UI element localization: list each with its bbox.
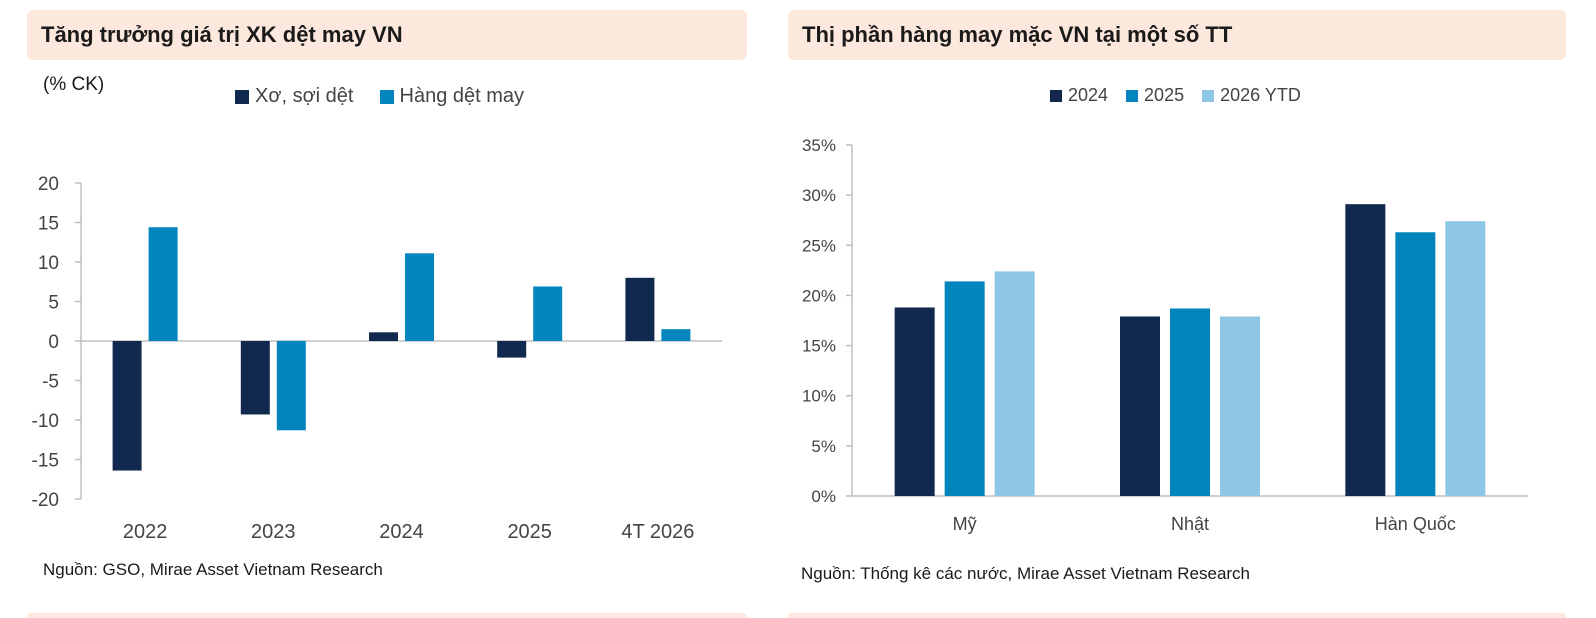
export-growth-legend: Xơ, sợi dệt Hàng dệt may [235,85,550,108]
y-tick-label: -5 [42,372,59,393]
y-tick-label: 35% [802,136,836,155]
y-tick-label: 20% [802,286,836,305]
panel-bottom-strip [788,613,1566,618]
y-tick-label: 25% [802,236,836,255]
legend-label-textile-garment: Hàng dệt may [399,85,525,107]
y-tick-label: 5 [48,293,59,314]
x-tick-label: Mỹ [953,514,977,534]
x-tick-label: Nhật [1171,514,1209,534]
y-tick-label: 15% [802,337,836,356]
export-growth-chart: 20 15 10 5 0 -5 -10 -15 -20 2022 2023 2024 2025 4T 20… [32,174,722,543]
bar-x-s-i-d-t-4t-2026 [625,277,655,341]
bar-h-ng-d-t-may-2025 [533,286,563,341]
market-share-title: Thị phần hàng may mặc VN tại một số TT [788,10,1566,60]
x-tick-label: 2025 [507,521,552,543]
legend-swatch-2024 [1050,89,1062,102]
y-tick-label: 15 [38,214,59,235]
bar-x-s-i-d-t-2023 [240,341,270,415]
bar-2025-m [944,281,985,496]
legend-swatch-textile-garment [379,89,394,104]
legend-item-2025: 2025 [1126,85,1184,106]
bar-h-ng-d-t-may-4t-2026 [661,329,691,341]
bar-2024-m [894,307,935,496]
legend-swatch-fiber-yarn [235,89,249,104]
legend-label-2026-ytd: 2026 YTD [1220,85,1301,105]
bar-2026-ytd-nh-t [1220,316,1260,496]
y-tick-label: 0% [811,487,836,506]
legend-swatch-2026-ytd [1202,89,1215,102]
panel-bottom-strip [27,613,747,618]
bar-h-ng-d-t-may-2024 [405,253,434,341]
bar-x-s-i-d-t-2022 [112,341,142,471]
legend-label-2024: 2024 [1068,85,1109,105]
legend-label-fiber-yarn: Xơ, sợi dệt [255,85,354,107]
y-tick-label: -20 [32,490,59,511]
bar-2024-nh-t [1120,316,1160,496]
export-growth-source: Nguồn: GSO, Mirae Asset Vietnam Research [43,560,383,579]
legend-item-fiber-yarn: Xơ, sợi dệt [235,85,354,108]
legend-swatch-2025 [1126,89,1139,102]
market-share-source: Nguồn: Thống kê các nước, Mirae Asset Vi… [801,564,1251,583]
export-growth-unit: (% CK) [43,74,105,95]
y-tick-label: 0 [48,332,59,353]
y-tick-label: 30% [802,186,836,205]
bar-2026-ytd-m [994,271,1035,496]
bar-h-ng-d-t-may-2022 [148,227,178,341]
x-tick-label: 2024 [379,521,424,543]
bar-x-s-i-d-t-2025 [497,341,527,358]
legend-item-2024: 2024 [1050,85,1108,106]
legend-item-textile-garment: Hàng dệt may [379,85,525,108]
bar-2026-ytd-h-n-qu-c [1445,221,1486,496]
x-tick-label: 4T 2026 [621,521,694,543]
export-growth-title: Tăng trưởng giá trị XK dệt may VN [27,10,747,60]
bar-2024-h-n-qu-c [1345,204,1386,496]
x-tick-label: Hàn Quốc [1375,514,1456,534]
market-share-chart: 35% 30% 25% 20% 15% 10% 5% 0% Mỹ Nhật Hàn Quốc [802,136,1528,534]
y-tick-label: 20 [38,174,59,195]
bar-x-s-i-d-t-2024 [369,332,398,341]
y-tick-label: -15 [32,451,59,472]
market-share-legend: 2024 2025 2026 YTD [1050,85,1319,106]
market-share-panel: Thị phần hàng may mặc VN tại một số TT 2… [780,0,1596,618]
y-tick-label: 10 [38,253,59,274]
bar-h-ng-d-t-may-2023 [276,341,306,431]
y-tick-label: 10% [802,387,836,406]
y-tick-label: -10 [32,411,59,432]
export-growth-panel: Tăng trưởng giá trị XK dệt may VN (% CK)… [0,0,780,618]
legend-label-2025: 2025 [1144,85,1185,105]
x-tick-label: 2022 [123,521,168,543]
bar-2025-h-n-qu-c [1395,232,1436,496]
legend-item-2026-ytd: 2026 YTD [1202,85,1301,106]
x-tick-label: 2023 [251,521,296,543]
bar-2025-nh-t [1170,308,1210,496]
y-tick-label: 5% [811,437,836,456]
